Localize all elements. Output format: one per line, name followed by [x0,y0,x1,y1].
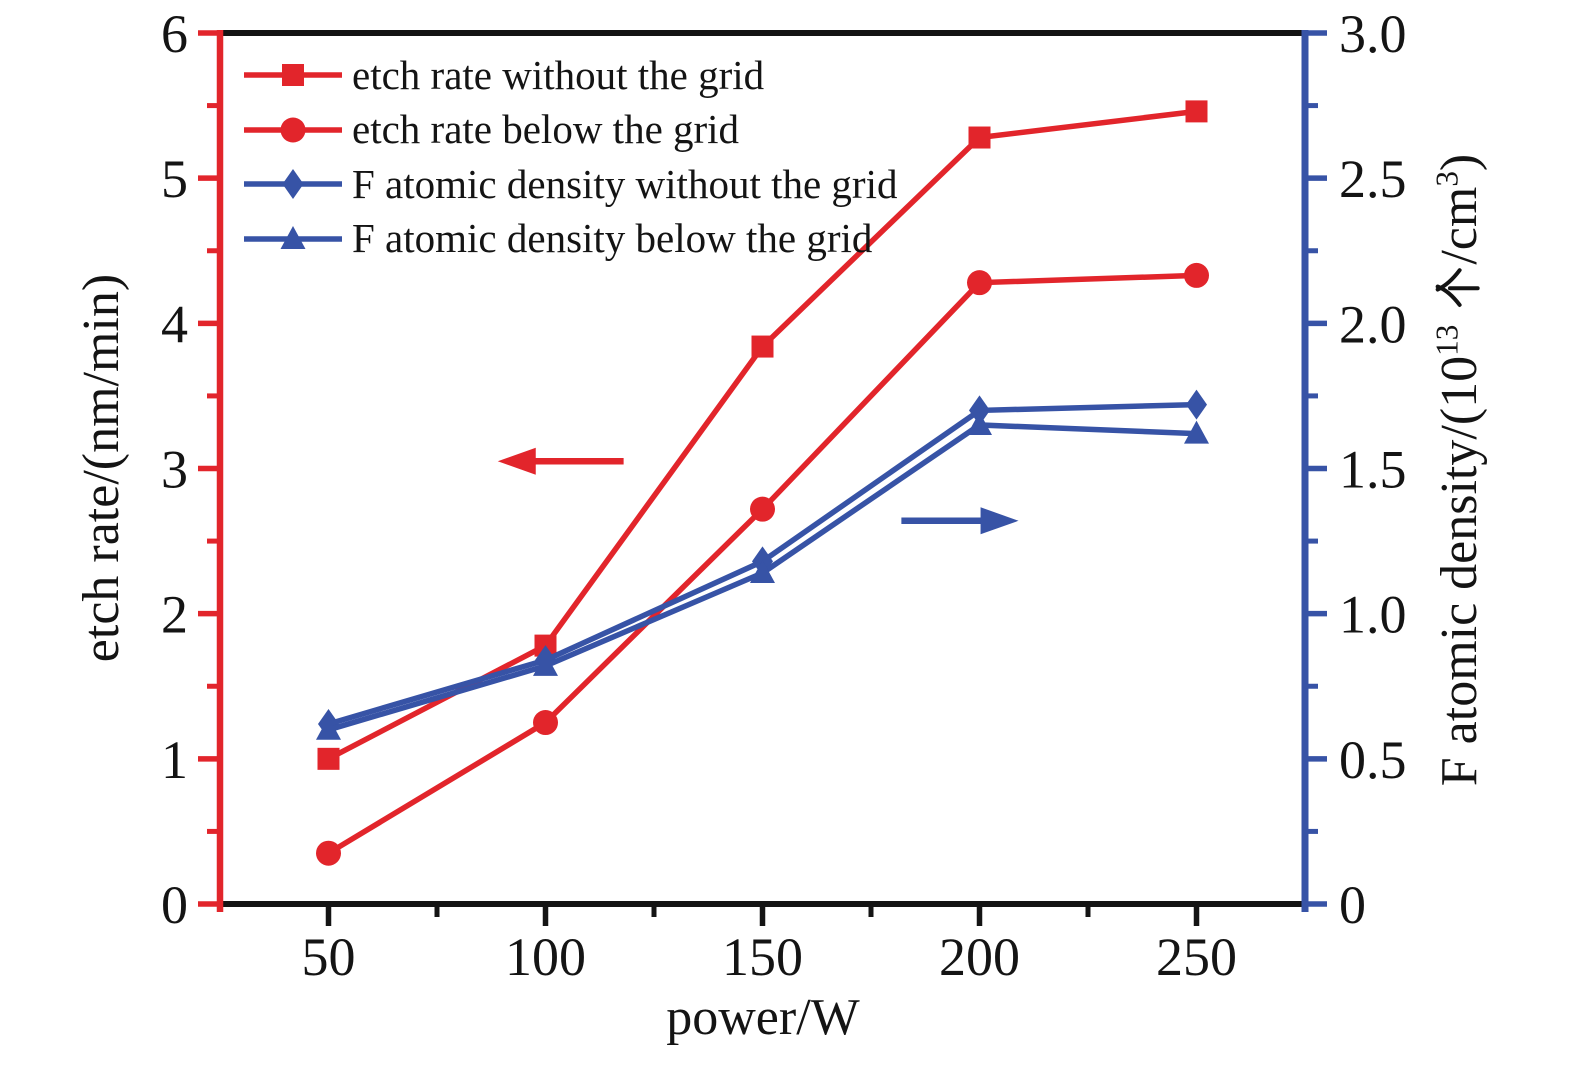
legend-item-0: etch rate without the grid [243,48,897,103]
series-1-circle-marker [316,840,341,866]
left-y-tick-label: 3 [161,440,188,500]
legend-triangle-marker [280,225,306,249]
legend-label: F atomic density without the grid [352,160,898,207]
right-y-tick-label: 0 [1339,875,1366,935]
right-y-tick-label: 1.5 [1339,440,1407,500]
cjk-ge-unit-glyph [1433,267,1491,311]
legend-circle-marker [280,117,306,143]
left-arrow-head [497,447,536,475]
series-0-square-marker [317,747,340,770]
series-3-triangle-marker [750,560,775,584]
series-0-square-marker [1185,100,1208,123]
right-axis-label: F atomic density/(1013 /cm3) [1429,153,1491,787]
x-axis-label: power/W [666,989,860,1046]
legend-item-3: F atomic density below the grid [243,212,897,267]
left-axis-label: etch rate/(nm/min) [73,273,130,663]
right-y-tick-label: 3.0 [1339,4,1407,64]
series-1-circle-marker [750,496,775,522]
legend-circle-swatch [244,117,342,143]
cjk-ge-strokes [1435,268,1480,308]
x-tick-label: 200 [939,927,1020,987]
left-y-tick-label: 4 [161,294,188,354]
series-2-diamond-marker [1186,389,1207,420]
left-y-tick-label: 2 [161,585,188,645]
left-y-tick-label: 1 [161,730,188,790]
legend-label: etch rate without the grid [352,51,765,98]
series-0-square-marker [968,126,991,149]
left-y-tick-label: 5 [161,149,188,209]
series-1-circle-marker [533,710,558,736]
left-y-tick-label: 6 [161,4,188,64]
left-y-tick-label: 0 [161,875,188,935]
legend-diamond-marker [282,169,304,200]
series-2-diamond-marker [969,395,990,426]
x-tick-label: 50 [302,927,356,987]
right-y-tick-label: 2.5 [1339,149,1407,209]
series-3-triangle-marker [316,716,341,740]
right-arrow-head [980,507,1019,535]
right-axis-label-mid: /cm [1431,186,1488,265]
right-axis-label-sup3: 3 [1429,171,1465,187]
right-axis-label-post: ) [1431,153,1488,172]
series-3-triangle-marker [967,411,992,435]
series-3-triangle-marker [533,652,558,676]
legend-item-1: etch rate below the grid [243,103,897,158]
series-3-triangle-marker [1184,420,1209,444]
legend-label: etch rate below the grid [352,106,740,153]
right-y-tick-label: 2.0 [1339,294,1407,354]
series-0-square-marker [751,335,774,358]
right-axis-label-pre: F atomic density/(10 [1431,355,1488,787]
legend: etch rate without the grid etch rate belo… [243,48,897,266]
legend-diamond-swatch [244,169,342,200]
x-tick-label: 250 [1156,927,1237,987]
right-axis-label-sup13: 13 [1429,324,1465,356]
legend-label: F atomic density below the grid [352,215,873,262]
legend-square-swatch [244,64,342,87]
legend-item-2: F atomic density without the grid [243,157,897,212]
x-tick-label: 150 [722,927,803,987]
right-y-tick-label: 1.0 [1339,585,1407,645]
legend-triangle-swatch [244,225,342,249]
right-y-tick-label: 0.5 [1339,730,1407,790]
series-1-circle-marker [967,270,992,296]
x-tick-label: 100 [505,927,586,987]
series-1-circle-marker [1184,262,1209,288]
legend-square-marker [282,64,304,87]
